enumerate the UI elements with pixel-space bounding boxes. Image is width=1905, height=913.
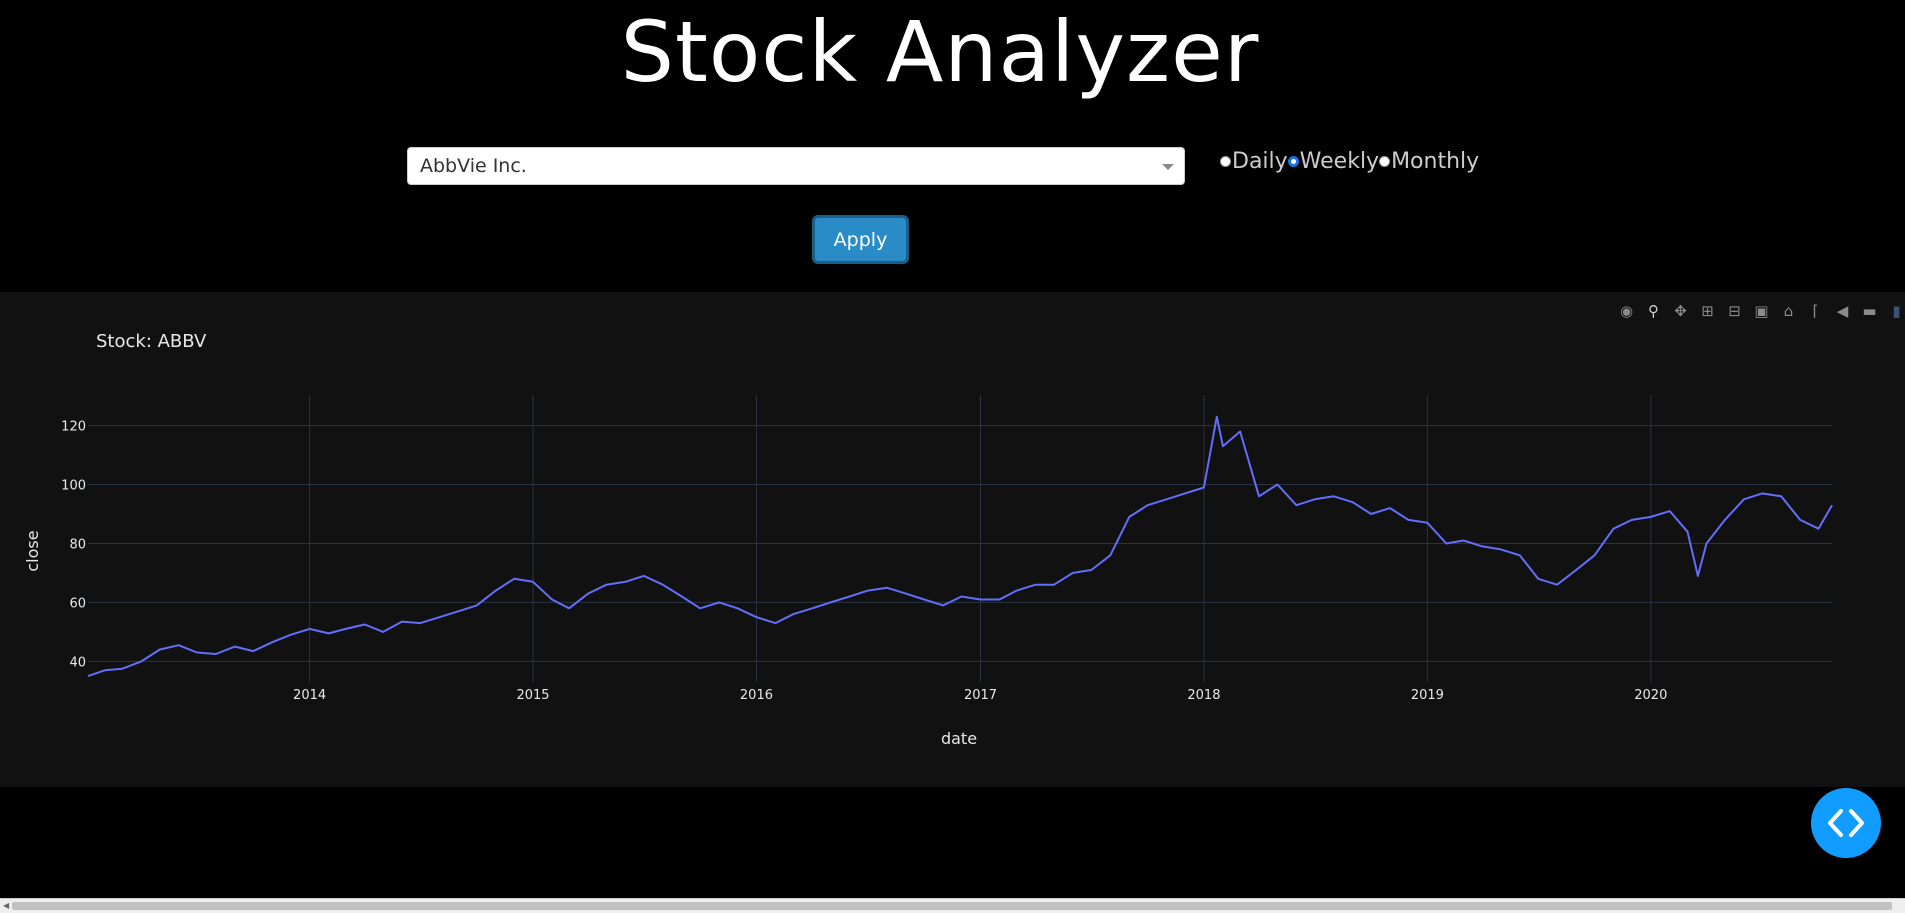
hover-closest-icon[interactable]: ◀ — [1836, 302, 1849, 320]
code-toggle-button[interactable] — [1811, 788, 1881, 858]
chevron-down-icon[interactable] — [1162, 164, 1174, 170]
radio-option-monthly[interactable]: Monthly — [1379, 149, 1479, 174]
x-tick-label: 2020 — [1634, 688, 1667, 703]
x-tick-label: 2019 — [1411, 688, 1444, 703]
zoom-icon[interactable]: ⚲ — [1648, 302, 1659, 320]
y-axis-ticks: 40 60 80 100 120 — [61, 420, 86, 671]
close-price-line — [87, 415, 1833, 678]
x-tick-label: 2016 — [740, 688, 773, 703]
chart-gridlines — [88, 395, 1832, 682]
apply-button[interactable]: Apply — [812, 215, 909, 264]
y-tick-label: 80 — [69, 537, 86, 552]
radio-weekly-indicator[interactable] — [1287, 155, 1299, 167]
modebar: ◉ ⚲ ✥ ⊞ ⊟ ▣ ⌂ ⌈ ◀ ▬ ▮ — [1618, 302, 1905, 320]
scrollbar-thumb[interactable] — [12, 902, 1892, 910]
zoom-out-icon[interactable]: ⊟ — [1728, 302, 1741, 320]
page-title: Stock Analyzer — [620, 3, 1260, 101]
frequency-radio-group: Daily Weekly Monthly — [1220, 147, 1479, 175]
x-tick-label: 2014 — [293, 688, 326, 703]
zoom-in-icon[interactable]: ⊞ — [1701, 302, 1714, 320]
radio-monthly-indicator[interactable] — [1379, 155, 1391, 167]
autoscale-icon[interactable]: ▣ — [1754, 302, 1769, 320]
radio-option-weekly[interactable]: Weekly — [1287, 148, 1380, 174]
camera-icon[interactable]: ◉ — [1619, 302, 1634, 320]
code-brackets-icon — [1828, 809, 1864, 837]
y-tick-label: 100 — [61, 479, 86, 494]
x-axis-ticks: 2014 2015 2016 2017 2018 2019 2020 — [293, 688, 1667, 703]
y-tick-label: 40 — [69, 655, 86, 670]
hover-compare-icon[interactable]: ▬ — [1862, 302, 1877, 320]
radio-option-daily[interactable]: Daily — [1220, 149, 1288, 174]
reset-axes-icon[interactable]: ⌂ — [1783, 302, 1794, 320]
radio-daily-indicator[interactable] — [1220, 155, 1231, 167]
scroll-left-icon[interactable]: ◀ — [3, 901, 10, 910]
chart-title: Stock: ABBV — [96, 331, 207, 352]
stock-graph: ◉ ⚲ ✥ ⊞ ⊟ ▣ ⌂ ⌈ ◀ ▬ ▮ 40 60 80 100 120 2014 2… — [0, 292, 1905, 787]
y-axis-label: close — [23, 530, 42, 571]
pan-icon[interactable]: ✥ — [1674, 302, 1687, 320]
y-tick-label: 60 — [69, 596, 86, 611]
x-axis-label: date — [941, 729, 977, 748]
line-chart[interactable]: 40 60 80 100 120 2014 2015 2016 2017 2018 2019 202… — [0, 292, 1905, 787]
spike-lines-icon[interactable]: ⌈ — [1812, 302, 1819, 320]
stock-dropdown-value: AbbVie Inc. — [420, 155, 527, 177]
plotly-logo-icon[interactable]: ▮ — [1892, 302, 1901, 320]
x-tick-label: 2018 — [1187, 688, 1220, 703]
radio-weekly-label: Weekly — [1299, 148, 1380, 174]
radio-monthly-label: Monthly — [1391, 148, 1480, 174]
y-tick-label: 120 — [61, 420, 86, 435]
horizontal-scrollbar[interactable]: ◀ — [0, 898, 1905, 913]
radio-daily-label: Daily — [1232, 148, 1288, 174]
stock-dropdown[interactable]: AbbVie Inc. — [407, 147, 1185, 185]
x-tick-label: 2015 — [516, 688, 549, 703]
x-tick-label: 2017 — [964, 688, 997, 703]
